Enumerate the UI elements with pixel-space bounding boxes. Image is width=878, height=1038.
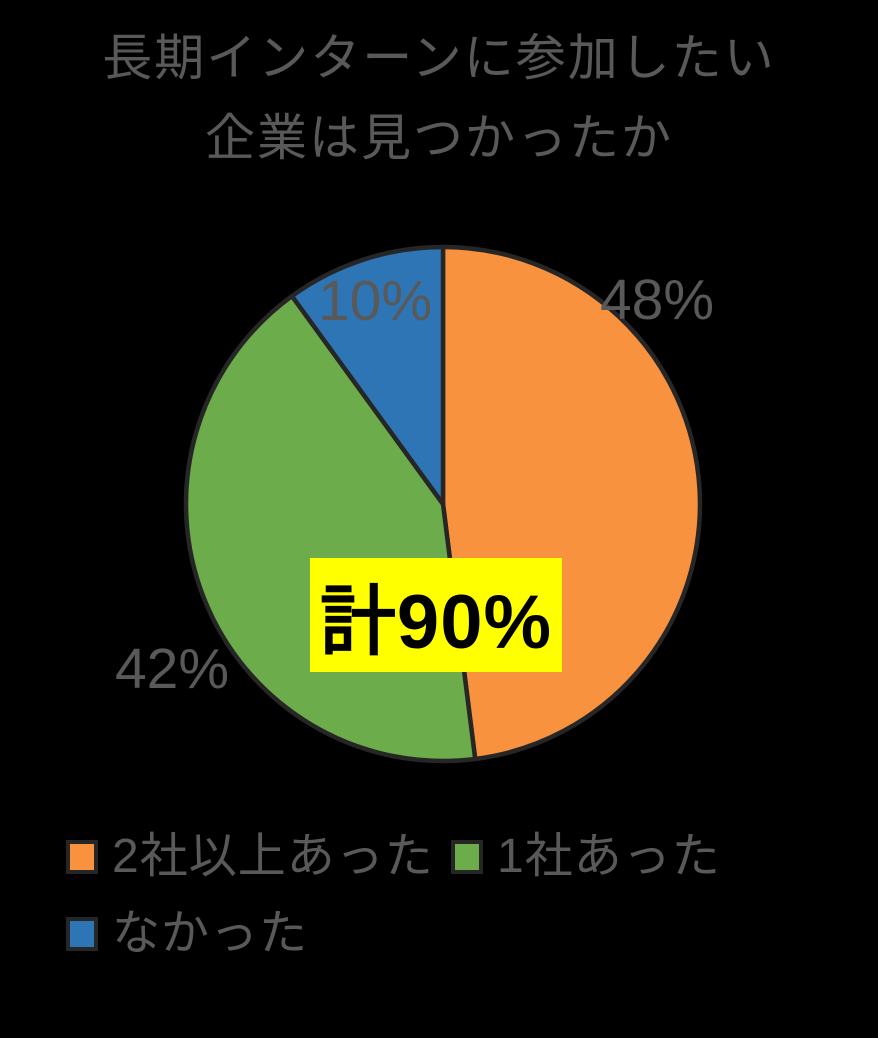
chart-title-line1: 長期インターンに参加したい (102, 30, 776, 86)
legend-swatch-green-icon (451, 840, 483, 874)
legend-label: 2社以上あった (112, 830, 434, 883)
legend-item-2plus-companies: 2社以上あった (66, 830, 434, 883)
legend-label: 1社あった (497, 830, 721, 883)
pie-slice-2 (289, 244, 446, 507)
legend-item-none: なかった (66, 907, 309, 960)
pie-label-2plus-companies: 48% (599, 268, 715, 332)
legend-item-1-company: 1社あった (451, 830, 721, 883)
pie-label-1-company: 42% (114, 637, 230, 701)
page-title: 長期インターンに参加したい 企業は見つかったか (0, 18, 878, 178)
total-annotation: 計90% (310, 558, 562, 672)
legend-swatch-blue-icon (66, 917, 98, 951)
legend-label: なかった (112, 907, 309, 960)
pie-label-none: 10% (317, 269, 433, 333)
chart-title-line2: 企業は見つかったか (205, 110, 673, 166)
legend-swatch-orange-icon (66, 840, 98, 874)
